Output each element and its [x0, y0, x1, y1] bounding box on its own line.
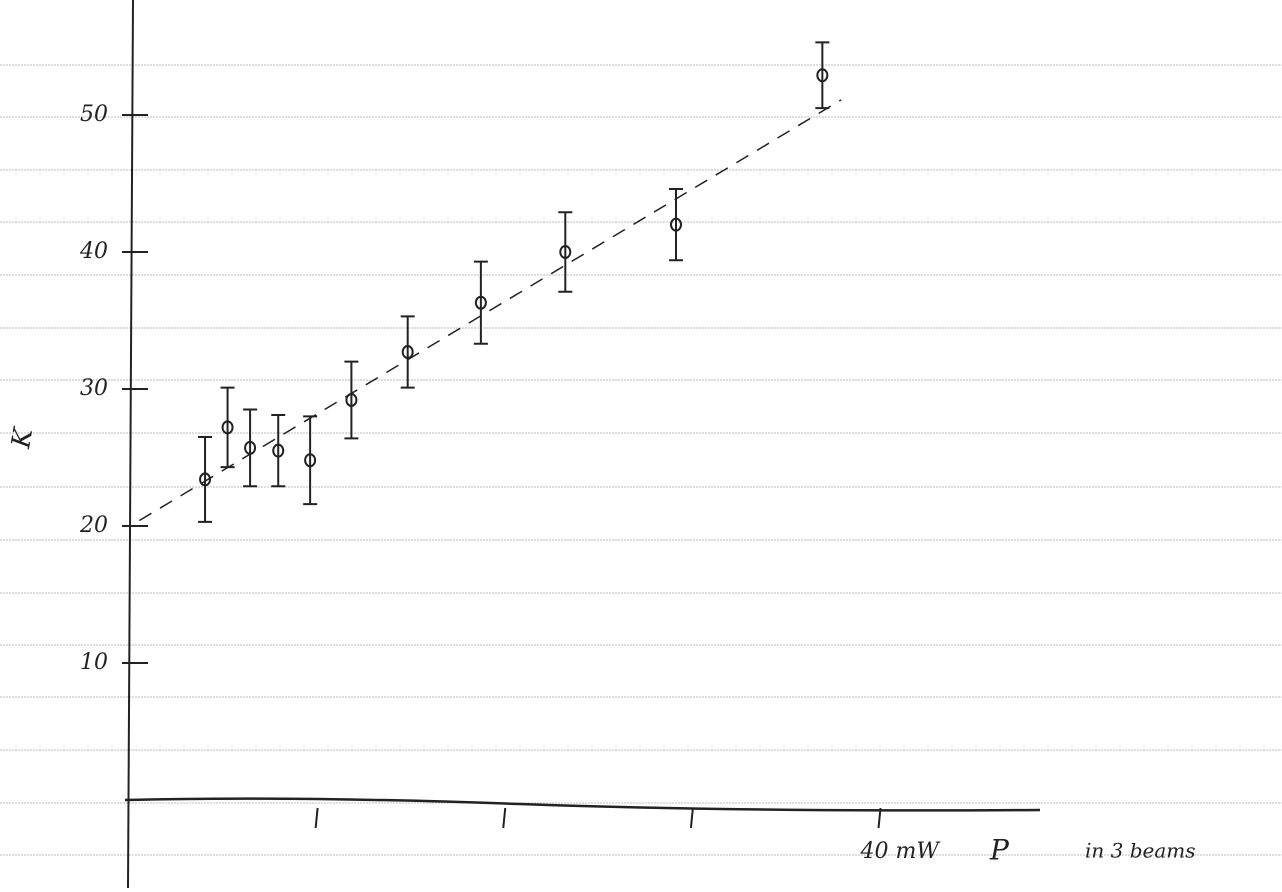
chart: K P in 3 beams 10 20 30 40 50 40 mW: [0, 0, 1282, 888]
fit-line: [139, 100, 841, 521]
x-label: P: [989, 834, 1010, 867]
y-label: K: [6, 425, 39, 452]
y-tick-label: 50: [80, 102, 108, 127]
x-tick: [691, 808, 693, 828]
y-tick-label: 40: [79, 239, 108, 264]
y-axis: [128, 0, 133, 888]
y-tick-label: 10: [80, 650, 108, 675]
x-tick: [503, 808, 505, 828]
x-axis: [125, 799, 1040, 811]
y-tick-label: 30: [80, 376, 108, 401]
x-tick: [316, 808, 318, 828]
annotation: in 3 beams: [1085, 839, 1196, 863]
paper-lines: [0, 65, 1282, 855]
x-tick-label: 40 mW: [860, 839, 942, 864]
y-tick-label: 20: [79, 513, 108, 538]
